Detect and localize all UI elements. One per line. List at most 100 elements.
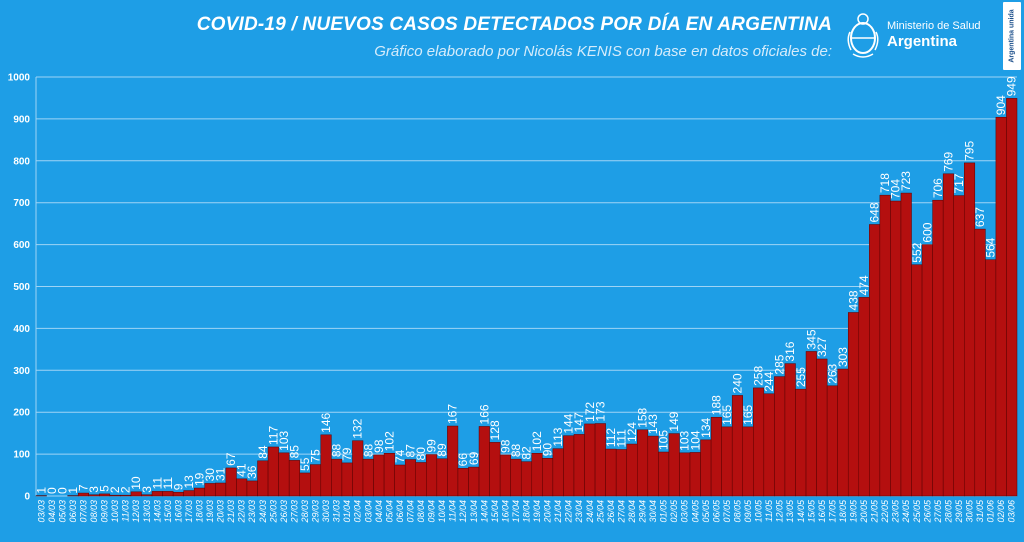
x-tick-label: 05/04 xyxy=(384,500,394,523)
coat-of-arms-icon xyxy=(847,13,879,58)
x-tick-label: 01/04 xyxy=(342,500,352,523)
value-label: 105 xyxy=(657,430,671,450)
y-tick-label: 500 xyxy=(13,282,30,293)
bar xyxy=(932,199,944,497)
bar xyxy=(130,491,142,497)
bar xyxy=(520,461,533,497)
y-axis: 0 100 200 300 400 500 600 700 800 900 1000 xyxy=(8,73,31,503)
value-label: 474 xyxy=(857,275,871,295)
x-tick-label: 14/04 xyxy=(479,500,489,523)
x-tick-label: 11/04 xyxy=(448,500,458,522)
value-label: 769 xyxy=(941,151,955,171)
value-label: 147 xyxy=(572,412,586,432)
x-tick-label: 16/03 xyxy=(173,500,183,523)
x-tick-label: 04/05 xyxy=(690,499,700,523)
value-label: 718 xyxy=(878,173,892,193)
bar xyxy=(615,449,627,497)
x-tick-label: 15/03 xyxy=(163,500,173,523)
value-label: 55 xyxy=(298,457,312,471)
value-label: 36 xyxy=(245,465,259,479)
x-tick-label: 21/05 xyxy=(870,499,880,524)
value-label: 167 xyxy=(446,404,460,424)
bar xyxy=(573,434,585,497)
bar xyxy=(415,462,427,497)
value-label: 9 xyxy=(171,483,185,490)
bars xyxy=(35,98,1018,497)
value-label: 552 xyxy=(910,242,924,262)
x-tick-label: 02/06 xyxy=(996,500,1006,523)
value-label: 98 xyxy=(498,439,512,453)
value-label: 345 xyxy=(804,329,818,349)
bar xyxy=(447,425,459,497)
bar xyxy=(942,173,954,497)
x-tick-label: 14/03 xyxy=(152,500,162,523)
value-label: 165 xyxy=(720,405,734,425)
value-label: 144 xyxy=(562,413,576,433)
value-label: 134 xyxy=(699,418,713,438)
value-label: 188 xyxy=(709,395,723,415)
x-tick-label: 23/03 xyxy=(247,500,257,524)
x-tick-label: 31/05 xyxy=(975,499,985,523)
value-label: 66 xyxy=(456,453,470,467)
x-tick-label: 31/03 xyxy=(332,500,342,523)
value-label: 99 xyxy=(425,439,439,453)
value-label: 564 xyxy=(984,237,998,257)
value-label: 75 xyxy=(309,449,323,463)
value-label: 165 xyxy=(741,405,755,425)
value-label: 31 xyxy=(214,467,228,481)
argentina-unida-badge: Argentina unida xyxy=(1003,2,1021,70)
bar xyxy=(858,297,870,497)
y-tick-label: 200 xyxy=(13,408,30,419)
value-label: 124 xyxy=(625,422,639,442)
bar xyxy=(88,494,100,497)
x-tick-label: 24/03 xyxy=(258,500,268,524)
value-label: 11 xyxy=(150,477,164,490)
value-label: 158 xyxy=(636,407,650,427)
value-label: 316 xyxy=(783,341,797,361)
x-tick-label: 25/04 xyxy=(595,500,605,524)
value-label: 172 xyxy=(583,402,597,422)
value-label: 117 xyxy=(266,426,280,445)
x-tick-label: 15/05 xyxy=(806,499,816,523)
x-tick-label: 13/04 xyxy=(469,500,479,523)
value-label: 67 xyxy=(224,452,238,466)
bar xyxy=(141,494,153,497)
x-tick-label: 26/03 xyxy=(279,500,289,524)
value-labels: 1001735221031111913193031674136841171038… xyxy=(34,76,1018,494)
x-tick-label: 17/05 xyxy=(827,499,837,523)
value-label: 2 xyxy=(119,486,133,493)
y-tick-label: 600 xyxy=(13,240,30,251)
x-tick-label: 16/04 xyxy=(500,500,510,523)
x-tick-label: 06/05 xyxy=(711,499,721,523)
bar xyxy=(215,482,227,497)
x-tick-label: 29/03 xyxy=(311,500,321,524)
x-tick-label: 19/04 xyxy=(532,500,542,523)
value-label: 103 xyxy=(678,430,692,450)
x-tick-label: 10/03 xyxy=(110,500,120,523)
x-tick-label: 30/03 xyxy=(321,500,331,523)
value-label: 0 xyxy=(55,487,69,494)
bar xyxy=(1006,98,1018,497)
x-tick-label: 08/05 xyxy=(732,499,742,523)
x-tick-label: 19/05 xyxy=(849,499,859,523)
bar xyxy=(658,451,670,497)
value-label: 173 xyxy=(593,401,607,421)
x-tick-label: 18/04 xyxy=(522,500,532,523)
value-label: 112 xyxy=(604,428,618,447)
value-label: 240 xyxy=(730,373,744,393)
value-label: 143 xyxy=(646,414,660,434)
value-label: 132 xyxy=(351,418,365,438)
x-tick-label: 12/04 xyxy=(458,500,468,523)
value-label: 723 xyxy=(899,171,913,191)
value-label: 1 xyxy=(34,487,48,494)
x-tick-label: 09/04 xyxy=(427,500,437,523)
bar xyxy=(763,393,775,497)
x-tick-label: 13/05 xyxy=(785,499,795,523)
bar xyxy=(847,312,860,497)
bar xyxy=(985,259,997,497)
y-tick-label: 700 xyxy=(13,198,30,209)
value-label: 13 xyxy=(182,475,196,489)
bar xyxy=(510,458,522,497)
